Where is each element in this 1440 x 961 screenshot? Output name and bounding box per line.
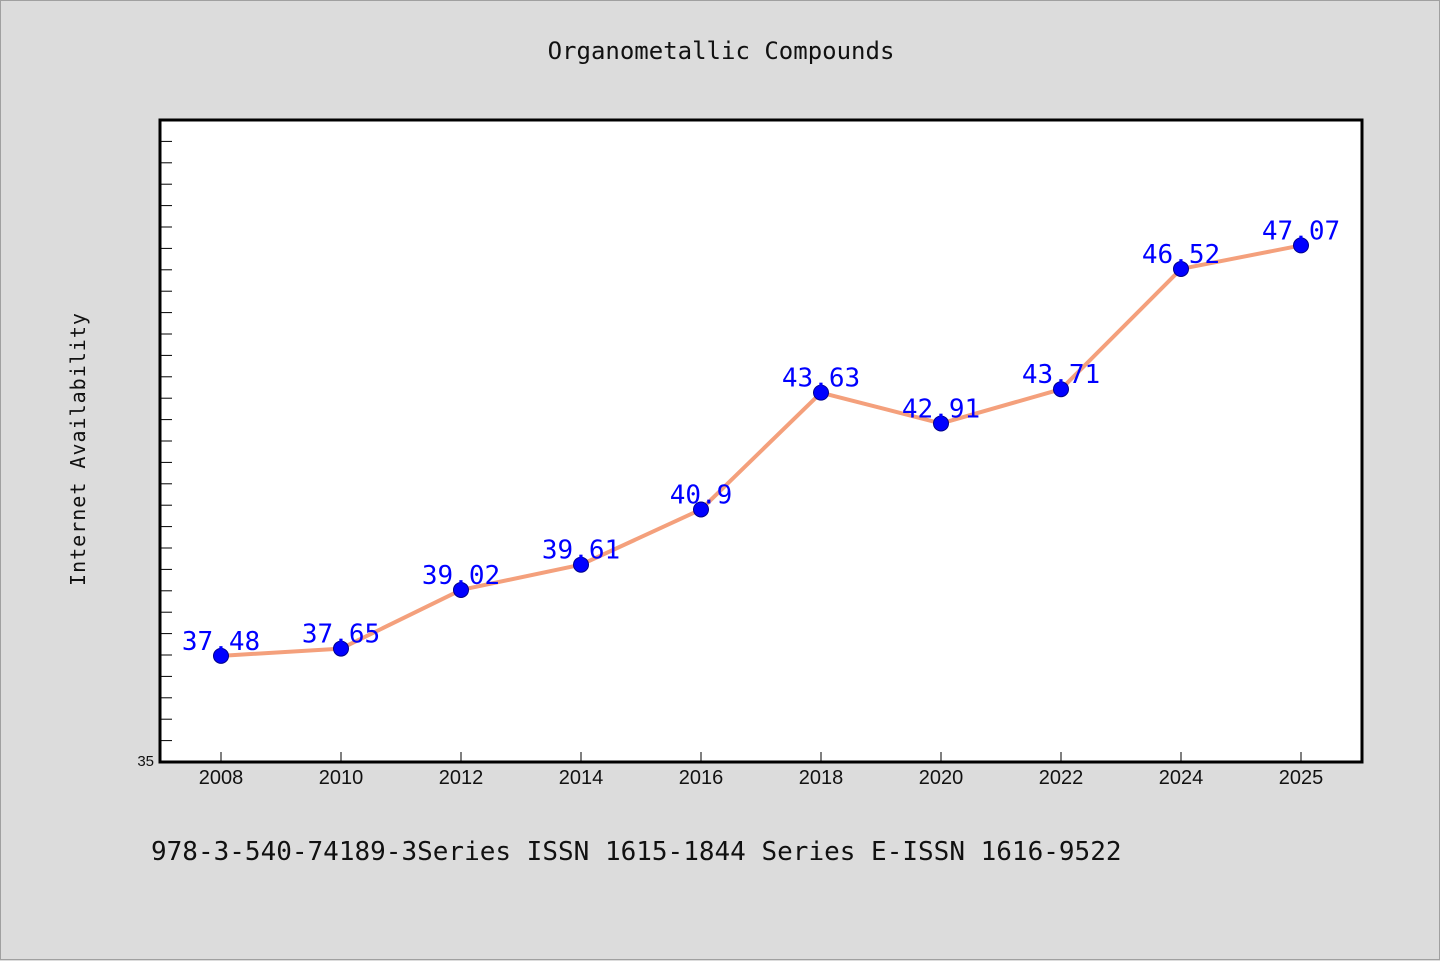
footer-text: 978-3-540-74189-3Series ISSN 1615-1844 S… <box>151 837 1122 867</box>
data-label: 43.63 <box>782 364 860 394</box>
data-label: 43.71 <box>1022 360 1100 390</box>
x-tick-label: 2014 <box>559 767 604 789</box>
data-label: 46.52 <box>1142 240 1220 270</box>
data-point <box>1293 237 1309 254</box>
x-tick-label: 2025 <box>1279 767 1324 789</box>
data-label: 39.61 <box>542 536 620 566</box>
data-label: 39.02 <box>422 561 500 591</box>
x-tick-label: 2012 <box>439 767 484 789</box>
y-tick-label: 35 <box>137 753 154 770</box>
data-point <box>933 415 949 432</box>
data-point <box>1053 381 1069 398</box>
data-point <box>813 384 829 401</box>
data-point <box>453 581 469 598</box>
x-tick-label: 2022 <box>1039 767 1084 789</box>
data-label: 37.48 <box>182 627 260 657</box>
data-point <box>213 647 229 664</box>
x-tick-label: 2008 <box>199 767 244 789</box>
data-label: 37.65 <box>302 620 380 650</box>
x-tick-label: 2016 <box>679 767 724 789</box>
x-tick-label: 2018 <box>799 767 844 789</box>
data-label: 42.91 <box>902 394 980 424</box>
data-point <box>573 556 589 573</box>
data-label: 40.9 <box>670 480 733 510</box>
data-point <box>1173 260 1189 277</box>
x-tick-label: 2020 <box>919 767 964 789</box>
x-tick-label: 2010 <box>319 767 364 789</box>
x-tick-label: 2024 <box>1159 767 1204 789</box>
plot-area <box>158 118 1364 764</box>
data-point <box>333 640 349 657</box>
chart-title: Organometallic Compounds <box>547 37 895 65</box>
data-label: 47.07 <box>1262 216 1340 246</box>
series-line <box>220 243 1302 658</box>
data-point <box>693 501 709 518</box>
